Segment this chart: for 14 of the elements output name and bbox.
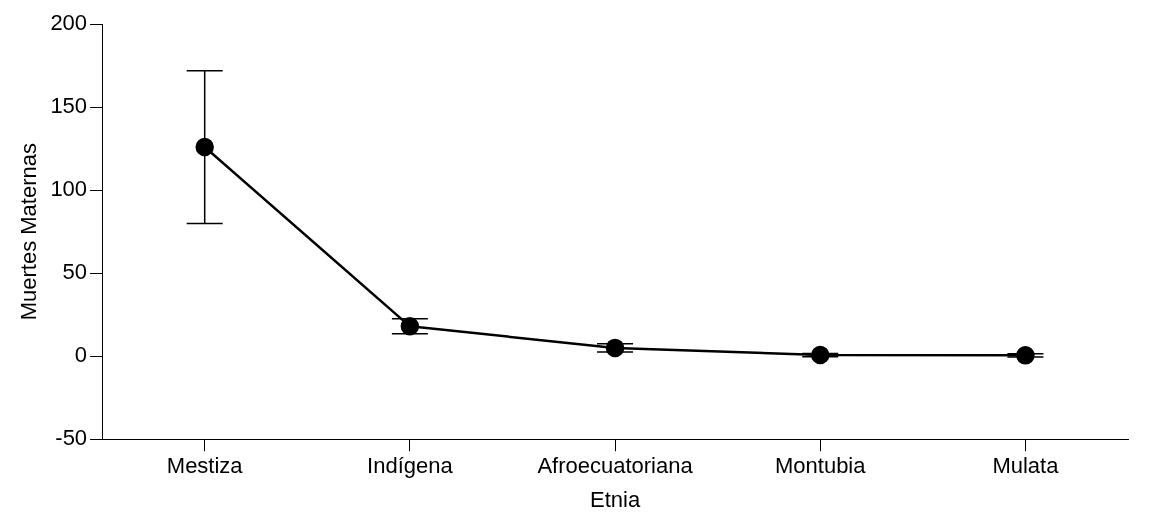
y-axis-title: Muertes Maternas: [16, 143, 42, 321]
x-tick-label: Montubia: [774, 453, 867, 479]
x-tick-label: Mestiza: [166, 453, 244, 479]
y-tick-label: 0: [74, 342, 88, 368]
y-tick-label: -50: [55, 425, 88, 451]
x-tick-label: Afroecuatoriana: [537, 453, 694, 479]
y-tick-label: 50: [62, 259, 88, 285]
x-tick-label: Indígena: [367, 453, 454, 479]
point: [195, 137, 214, 157]
y-tick-label: 200: [50, 10, 88, 36]
x-tick-label: Mulata: [992, 453, 1060, 479]
y-tick-label: 150: [50, 93, 88, 119]
x-axis-title: Etnia: [589, 486, 641, 512]
y-tick-label: 100: [50, 176, 88, 202]
